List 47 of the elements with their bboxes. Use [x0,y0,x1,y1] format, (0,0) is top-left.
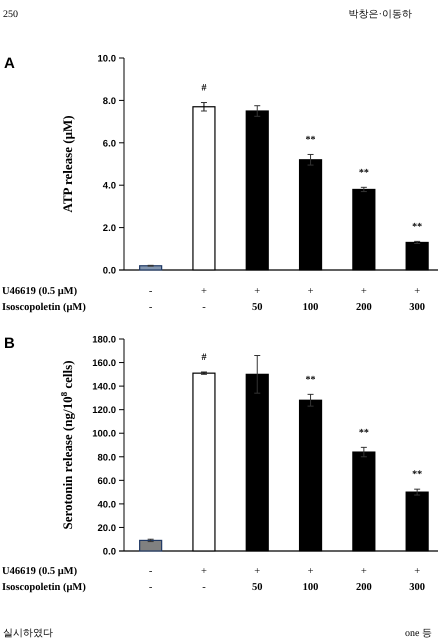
x-tick-label: + - [200,566,207,593]
y-tick-label: 140.0 [92,382,116,393]
text: one 등 [405,628,432,639]
y-tick-label: 10.0 [98,54,116,64]
x-tick-label: + - [200,286,207,313]
y-axis-title: ATP release (μM) [60,115,75,213]
x-tick-label: + 100 [302,566,318,593]
x-tick-label: + 200 [356,286,372,313]
text: 박창은·이동하 [348,9,412,20]
chart-title: A [4,55,15,72]
y-tick-label: 180.0 [92,334,116,346]
data-label: ** [306,374,316,386]
text: 실시하였다 [3,628,53,639]
y-tick-label: 100.0 [92,428,116,440]
text: Isoscopoletin (μM) [2,582,86,593]
y-tick-label: 4.0 [102,180,116,192]
text: 250 [3,9,18,20]
y-tick-label: 60.0 [98,476,116,487]
x-tick-label: - - [148,566,153,593]
text: Isoscopoletin (μM) [2,302,86,313]
y-tick-label: 8.0 [102,96,116,107]
data-label: # [201,352,206,363]
data-label: ** [412,469,422,480]
x-tick-label: + 200 [356,566,372,593]
chart-title: B [4,335,15,352]
data-label: ** [358,427,369,438]
y-tick-label: 80.0 [98,452,116,464]
y-tick-label: 2.0 [102,223,116,234]
x-tick-label: + 300 [409,566,426,593]
x-tick-label: - - [148,286,153,313]
y-tick-label: 0.0 [102,546,116,558]
x-tick-label: + 300 [409,286,426,313]
data-label: ** [412,221,422,232]
y-tick-label: 160.0 [92,358,116,370]
data-label: # [201,82,206,94]
x-tick-label: + 100 [302,286,318,313]
y-tick-label: 120.0 [92,405,116,416]
y-tick-label: 6.0 [102,138,116,150]
data-label: ** [306,134,316,146]
text: U46619 (0.5 μM) [2,286,78,297]
y-tick-label: 0.0 [102,266,116,276]
y-tick-label: 20.0 [98,522,116,534]
data-label: ** [358,167,369,178]
x-tick-label: + 50 [252,286,262,313]
text: U46619 (0.5 μM) [2,566,78,577]
y-tick-label: 40.0 [98,499,116,510]
x-tick-label: + 50 [252,566,262,593]
